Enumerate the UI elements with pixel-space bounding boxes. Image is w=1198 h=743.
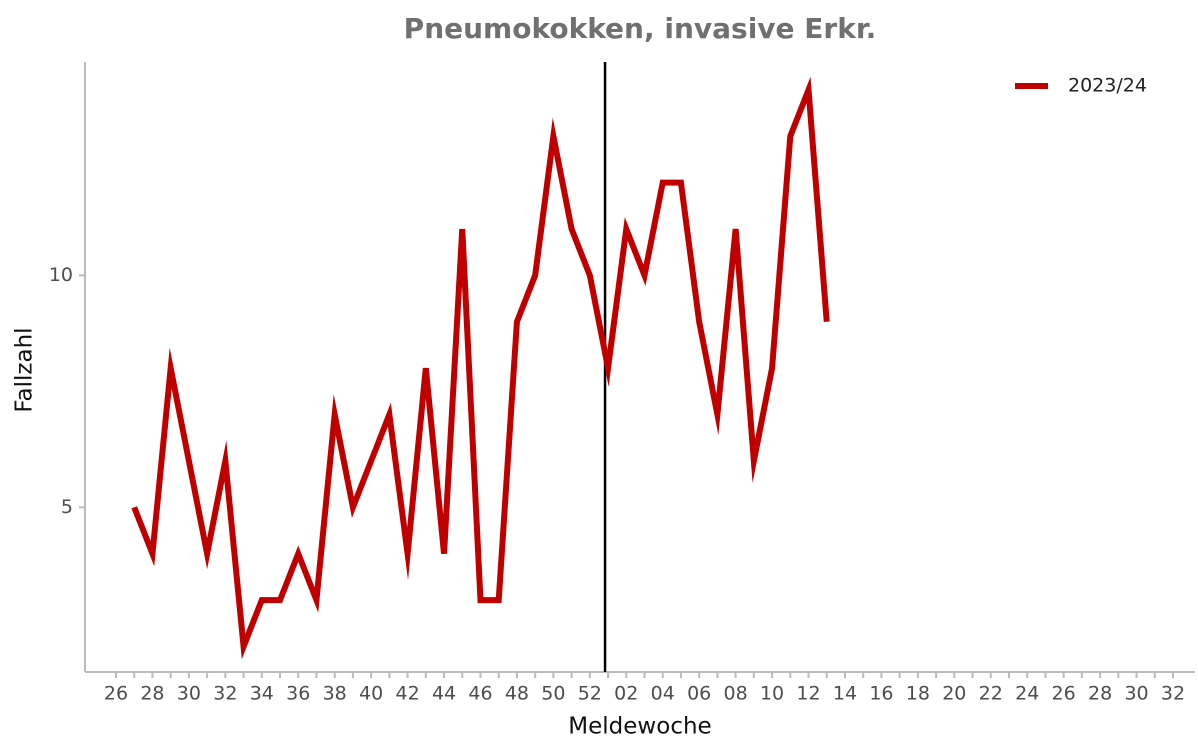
x-tick-label: 32: [213, 683, 237, 705]
x-tick-label: 10: [760, 683, 784, 705]
x-tick-label: 18: [906, 683, 930, 705]
x-tick-label: 36: [286, 683, 310, 705]
x-tick-label: 20: [942, 683, 966, 705]
x-tick-label: 48: [505, 683, 529, 705]
x-tick-label: 02: [614, 683, 638, 705]
y-tick-label: 5: [61, 496, 73, 518]
legend-label: 2023/24: [1068, 75, 1147, 97]
x-tick-label: 42: [395, 683, 419, 705]
x-tick-label: 24: [1015, 683, 1039, 705]
x-tick-label: 38: [323, 683, 347, 705]
x-tick-label: 32: [1161, 683, 1185, 705]
x-tick-label: 30: [1124, 683, 1148, 705]
x-tick-label: 40: [359, 683, 383, 705]
x-tick-label: 46: [468, 683, 492, 705]
chart-title: Pneumokokken, invasive Erkr.: [404, 12, 877, 45]
x-tick-label: 22: [979, 683, 1003, 705]
x-tick-label: 04: [651, 683, 675, 705]
x-tick-label: 28: [1088, 683, 1112, 705]
x-tick-label: 26: [104, 683, 128, 705]
x-tick-label: 34: [250, 683, 274, 705]
x-tick-label: 06: [687, 683, 711, 705]
x-tick-label: 08: [724, 683, 748, 705]
x-tick-label: 14: [833, 683, 857, 705]
x-tick-label: 50: [541, 683, 565, 705]
x-tick-label: 52: [578, 683, 602, 705]
x-tick-label: 26: [1052, 683, 1076, 705]
y-axis-label: Fallzahl: [12, 327, 38, 412]
data-line: [131, 76, 830, 660]
x-tick-label: 28: [140, 683, 164, 705]
x-tick-label: 12: [796, 683, 820, 705]
x-axis-label: Meldewoche: [568, 714, 711, 740]
x-tick-label: 30: [177, 683, 201, 705]
y-tick-label: 10: [49, 264, 73, 286]
x-tick-label: 16: [869, 683, 893, 705]
x-tick-label: 44: [432, 683, 456, 705]
